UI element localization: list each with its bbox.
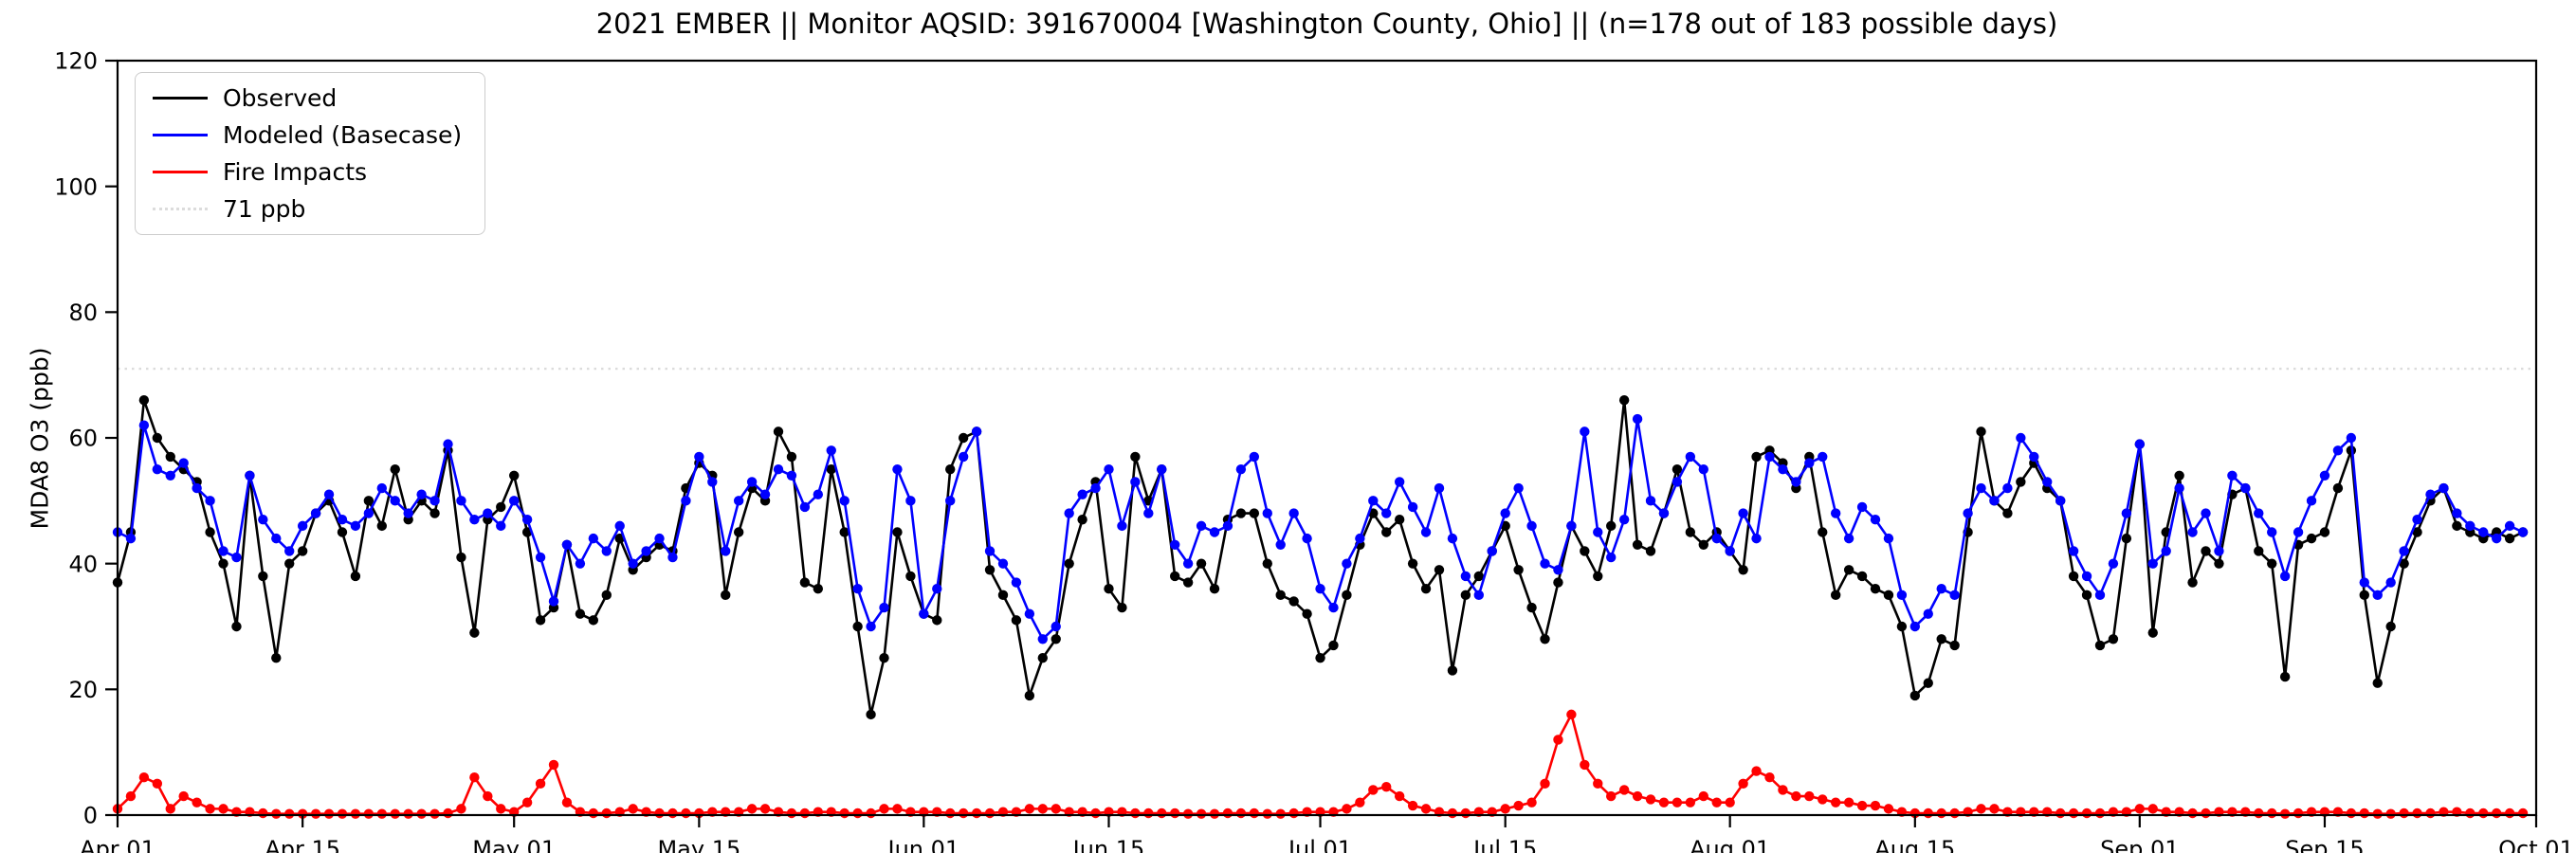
legend-label: Observed	[223, 84, 338, 112]
legend-label: Fire Impacts	[223, 158, 368, 186]
svg-text:Sep 01: Sep 01	[2100, 836, 2179, 853]
legend-label: 71 ppb	[223, 195, 306, 223]
svg-text:Apr 01: Apr 01	[80, 836, 155, 853]
svg-text:Oct 01: Oct 01	[2498, 836, 2574, 853]
svg-text:40: 40	[68, 551, 98, 577]
svg-text:Jun 01: Jun 01	[886, 836, 959, 853]
legend-label: Modeled (Basecase)	[223, 121, 463, 149]
threshold-line-sample	[153, 208, 208, 210]
legend-item-threshold: 71 ppb	[153, 195, 462, 223]
svg-text:May 01: May 01	[472, 836, 556, 853]
svg-text:Sep 15: Sep 15	[2285, 836, 2364, 853]
y-axis-label: MDA8 O3 (ppb)	[26, 347, 54, 530]
legend-item-observed: Observed	[153, 84, 462, 112]
svg-text:20: 20	[68, 677, 98, 703]
svg-text:May 15: May 15	[657, 836, 740, 853]
legend-item-fire: Fire Impacts	[153, 158, 462, 186]
svg-text:60: 60	[68, 426, 98, 452]
svg-text:Jun 15: Jun 15	[1071, 836, 1145, 853]
svg-text:Jul 01: Jul 01	[1287, 836, 1352, 853]
modeled-line-sample	[153, 134, 208, 136]
svg-text:0: 0	[83, 803, 98, 829]
svg-text:100: 100	[54, 173, 98, 200]
svg-text:80: 80	[68, 299, 98, 326]
svg-text:120: 120	[54, 48, 98, 75]
observed-line-sample	[153, 97, 208, 100]
svg-text:Aug 15: Aug 15	[1874, 836, 1955, 853]
legend: Observed Modeled (Basecase) Fire Impacts…	[135, 72, 486, 235]
legend-item-modeled: Modeled (Basecase)	[153, 121, 462, 149]
fire-line-sample	[153, 171, 208, 173]
svg-text:Jul 15: Jul 15	[1471, 836, 1537, 853]
chart-title: 2021 EMBER || Monitor AQSID: 391670004 […	[595, 8, 2058, 40]
svg-text:Aug 01: Aug 01	[1690, 836, 1770, 853]
svg-text:Apr 15: Apr 15	[265, 836, 340, 853]
